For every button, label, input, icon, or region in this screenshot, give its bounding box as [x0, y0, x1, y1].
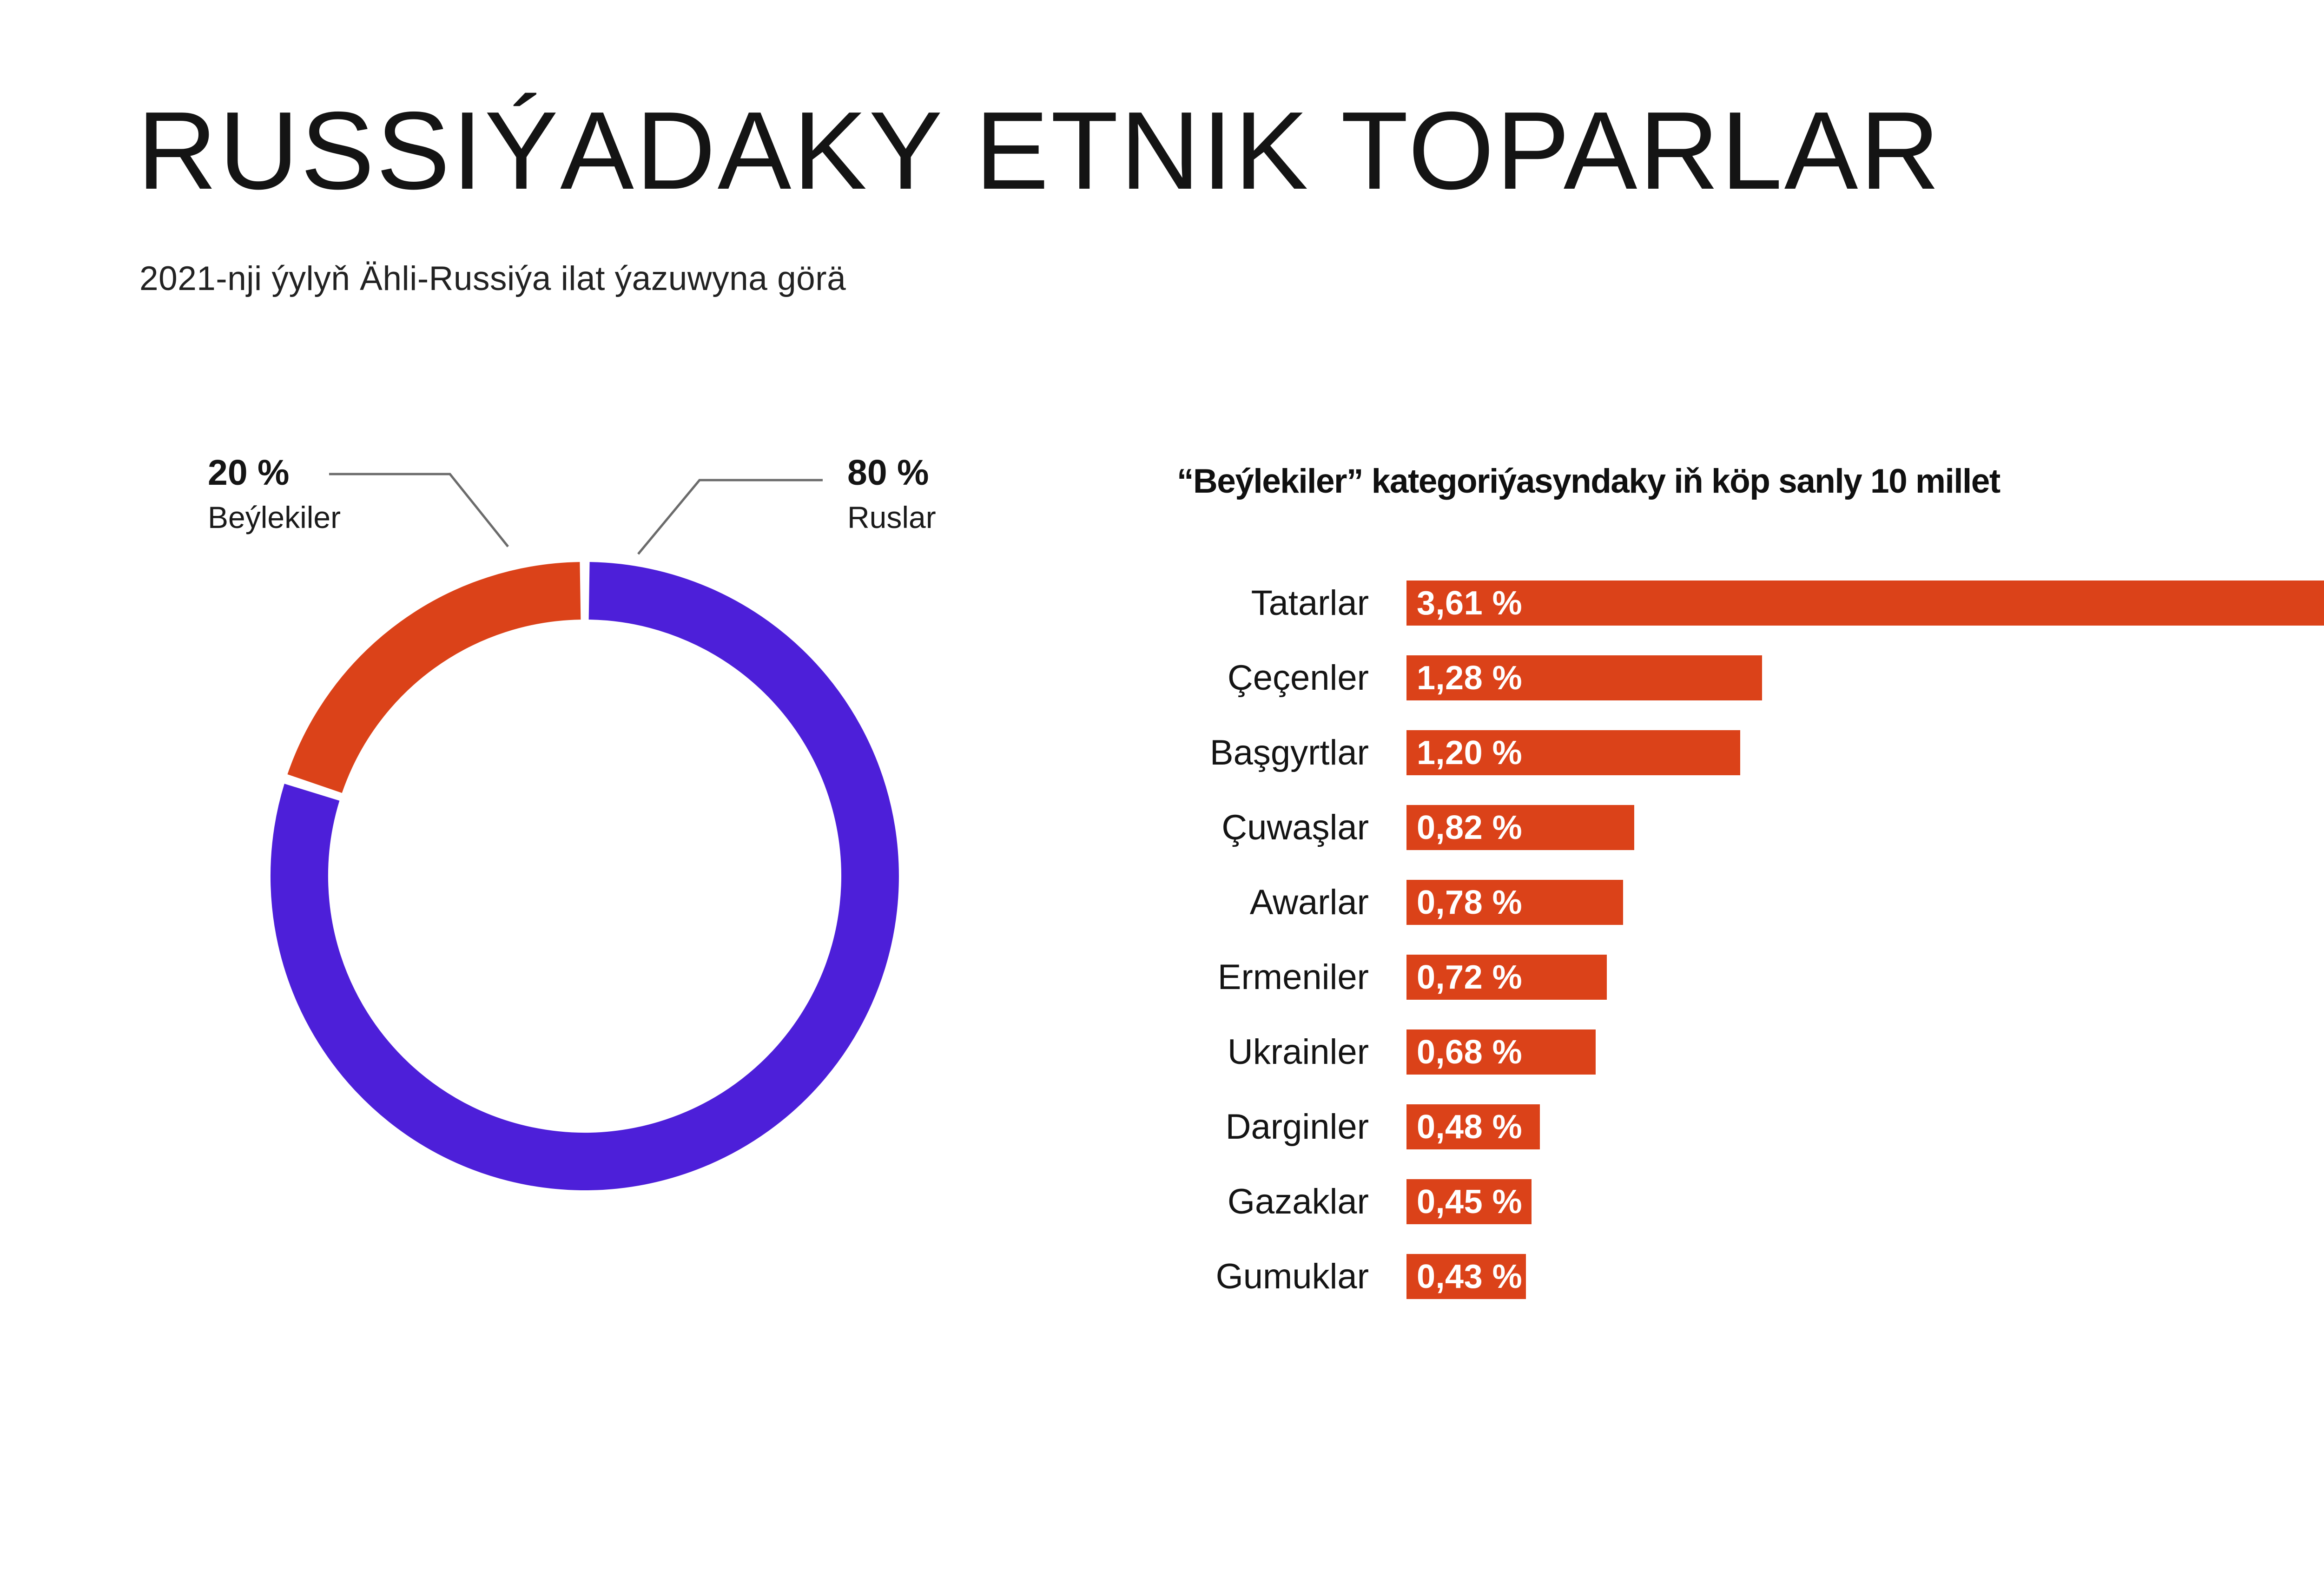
bar: 0,72 % [1406, 955, 1607, 1000]
callout-line-beylekiler [329, 473, 509, 548]
bar: 1,20 % [1406, 730, 1740, 775]
bar-value-label: 0,43 % [1417, 1258, 1523, 1295]
callout-line-ruslar [637, 479, 823, 555]
donut-label-ruslar-percent: 80 % [847, 453, 929, 493]
bar: 0,43 % [1406, 1254, 1526, 1299]
bar-row: Başgyrtlar 1,20 % [1090, 730, 1740, 775]
bar-category-label: Çuwaşlar [1221, 808, 1369, 847]
bar-category-label: Tatarlar [1251, 583, 1369, 623]
donut-label-beylekiler-name: Beýlekiler [208, 500, 341, 534]
bar-category-label: Darginler [1225, 1107, 1369, 1147]
donut-label-ruslar-name: Ruslar [847, 500, 936, 534]
bar-category-label: Gumuklar [1215, 1257, 1369, 1296]
bar-value-label: 0,72 % [1417, 958, 1523, 996]
bar-value-label: 0,48 % [1417, 1108, 1523, 1146]
bar-category-label: Ukrainler [1227, 1032, 1369, 1072]
bar-row: Çuwaşlar 0,82 % [1090, 805, 1634, 850]
bar-row: Çeçenler 1,28 % [1090, 655, 1762, 700]
bar-category-label: Gazaklar [1227, 1182, 1369, 1221]
bar-value-label: 0,82 % [1417, 809, 1523, 846]
bar: 3,61 % [1406, 581, 2324, 626]
bar-row: Ukrainler 0,68 % [1090, 1029, 1596, 1075]
bar-category-label: Başgyrtlar [1209, 733, 1369, 772]
bar-value-label: 0,78 % [1417, 884, 1523, 921]
donut-arcs [270, 562, 899, 1191]
bar-row: Ermeniler 0,72 % [1090, 955, 1607, 1000]
bar-value-label: 0,45 % [1417, 1183, 1523, 1221]
donut-segment-ruslar [270, 562, 899, 1191]
bar: 0,45 % [1406, 1179, 1532, 1224]
donut-segment-beýlekiler [287, 562, 581, 793]
bar-row: Tatarlar 3,61 % [1090, 581, 2324, 626]
bar-category-label: Ermeniler [1217, 957, 1369, 997]
bar: 0,48 % [1406, 1104, 1540, 1149]
page-title: RUSSIÝADAKY ETNIK TOPARLAR [137, 89, 1942, 212]
bar-row: Gazaklar 0,45 % [1090, 1179, 1532, 1224]
bar-value-label: 1,28 % [1417, 659, 1523, 697]
bar-row: Awarlar 0,78 % [1090, 880, 1623, 925]
bar-value-label: 1,20 % [1417, 734, 1523, 772]
bar-value-label: 3,61 % [1417, 584, 1523, 622]
bar-category-label: Çeçenler [1227, 658, 1369, 698]
bar-row: Darginler 0,48 % [1090, 1104, 1540, 1149]
bar-value-label: 0,68 % [1417, 1033, 1523, 1071]
bar-row: Gumuklar 0,43 % [1090, 1254, 1526, 1299]
bar: 0,82 % [1406, 805, 1634, 850]
bar-category-label: Awarlar [1249, 883, 1369, 922]
donut-label-beylekiler-percent: 20 % [208, 453, 290, 493]
page-subtitle: 2021-nji ýylyň Ähli-Russiýa ilat ýazuwyn… [139, 260, 846, 297]
bar: 0,78 % [1406, 880, 1623, 925]
bar: 1,28 % [1406, 655, 1762, 700]
bar: 0,68 % [1406, 1029, 1596, 1075]
bar-chart-heading: “Beýlekiler” kategoriýasyndaky iň köp sa… [1177, 462, 2000, 500]
